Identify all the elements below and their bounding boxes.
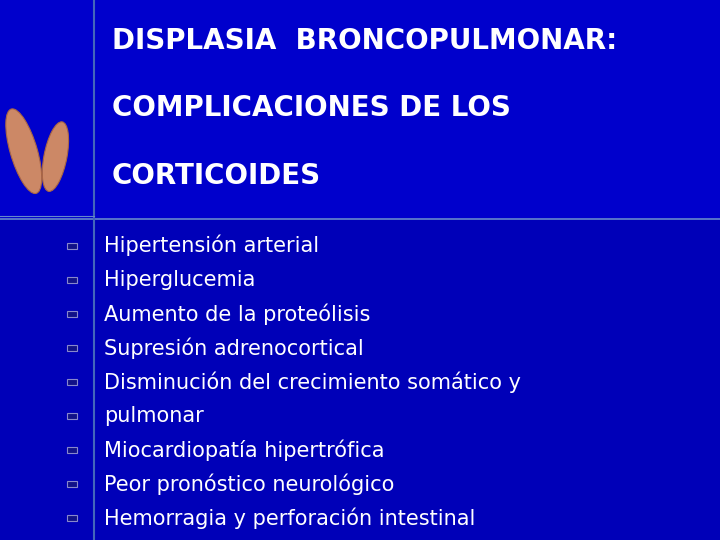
- Ellipse shape: [42, 122, 68, 191]
- FancyBboxPatch shape: [66, 345, 78, 351]
- Text: Hiperglucemia: Hiperglucemia: [104, 270, 256, 290]
- Ellipse shape: [6, 109, 42, 193]
- Text: CORTICOIDES: CORTICOIDES: [112, 162, 320, 190]
- Text: Hipertensión arterial: Hipertensión arterial: [104, 235, 320, 256]
- Text: Aumento de la proteólisis: Aumento de la proteólisis: [104, 303, 371, 325]
- Text: COMPLICACIONES DE LOS: COMPLICACIONES DE LOS: [112, 94, 510, 123]
- FancyBboxPatch shape: [66, 311, 78, 317]
- FancyBboxPatch shape: [66, 242, 78, 249]
- Text: Miocardiopatía hipertrófica: Miocardiopatía hipertrófica: [104, 440, 385, 461]
- FancyBboxPatch shape: [66, 447, 78, 453]
- FancyBboxPatch shape: [0, 0, 720, 219]
- Text: Peor pronóstico neurológico: Peor pronóstico neurológico: [104, 474, 395, 495]
- Text: Supresión adrenocortical: Supresión adrenocortical: [104, 337, 364, 359]
- FancyBboxPatch shape: [66, 481, 78, 487]
- FancyBboxPatch shape: [66, 413, 78, 419]
- FancyBboxPatch shape: [66, 379, 78, 385]
- Text: pulmonar: pulmonar: [104, 406, 204, 426]
- FancyBboxPatch shape: [66, 515, 78, 522]
- FancyBboxPatch shape: [66, 277, 78, 283]
- Text: Disminución del crecimiento somático y: Disminución del crecimiento somático y: [104, 372, 521, 393]
- Text: Hemorragia y perforación intestinal: Hemorragia y perforación intestinal: [104, 508, 476, 529]
- Text: DISPLASIA  BRONCOPULMONAR:: DISPLASIA BRONCOPULMONAR:: [112, 27, 617, 55]
